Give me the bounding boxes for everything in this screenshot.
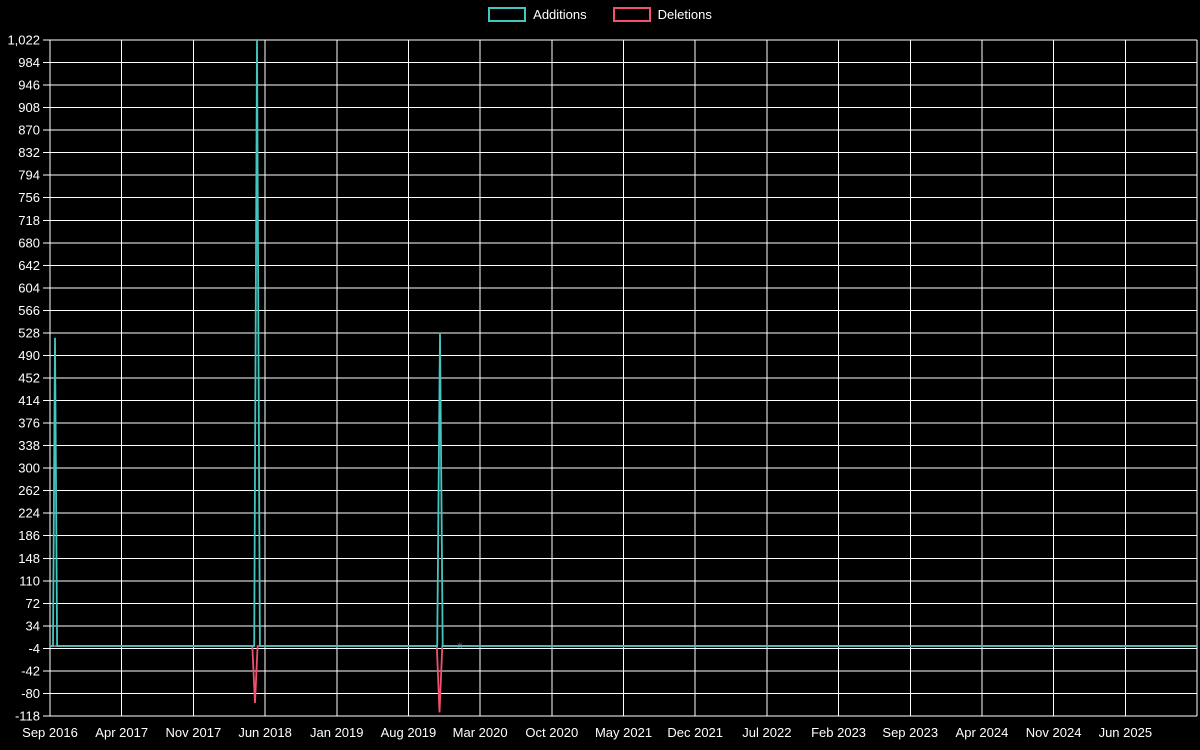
legend-item-additions[interactable]: Additions (488, 7, 587, 22)
y-tick-label: 110 (19, 573, 40, 588)
deletions-swatch (612, 7, 651, 22)
y-tick-label: 1,022 (7, 33, 40, 48)
y-tick-label: 72 (26, 596, 40, 611)
x-tick-label: Nov 2017 (166, 725, 222, 740)
y-tick-label: -42 (21, 663, 40, 678)
y-tick-label: 946 (18, 78, 40, 93)
x-tick-label: Jun 2018 (238, 725, 292, 740)
x-tick-label: Feb 2023 (811, 725, 866, 740)
y-tick-label: 832 (18, 145, 40, 160)
y-tick-label: 870 (18, 123, 40, 138)
additions-swatch (488, 7, 527, 22)
x-tick-label: Jul 2022 (742, 725, 791, 740)
y-tick-label: 186 (18, 528, 40, 543)
x-tick-label: Jan 2019 (310, 725, 364, 740)
x-tick-label: Sep 2023 (882, 725, 938, 740)
y-tick-label: 452 (18, 371, 40, 386)
y-tick-label: 794 (18, 168, 40, 183)
y-tick-label: 604 (18, 280, 40, 295)
y-tick-label: 718 (18, 213, 40, 228)
x-tick-label: Dec 2021 (667, 725, 723, 740)
x-tick-label: Aug 2019 (381, 725, 437, 740)
x-tick-label: Sep 2016 (22, 725, 78, 740)
y-tick-label: -4 (28, 641, 40, 656)
y-tick-label: 756 (18, 190, 40, 205)
additions-legend-label: Additions (533, 7, 587, 22)
chart-legend: Additions Deletions (0, 7, 1200, 22)
y-tick-label: 490 (18, 348, 40, 363)
y-tick-label: 908 (18, 100, 40, 115)
data-point-marker: ✳ (456, 641, 464, 651)
x-tick-label: Nov 2024 (1026, 725, 1082, 740)
x-tick-label: Jun 2025 (1099, 725, 1153, 740)
y-tick-label: 566 (18, 303, 40, 318)
x-tick-label: Mar 2020 (453, 725, 508, 740)
y-tick-label: 224 (18, 506, 40, 521)
y-tick-label: 680 (18, 235, 40, 250)
y-tick-label: 338 (18, 438, 40, 453)
y-tick-label: 376 (18, 416, 40, 431)
y-tick-label: 984 (18, 55, 40, 70)
y-tick-label: 414 (18, 393, 40, 408)
y-tick-label: -80 (21, 686, 40, 701)
x-tick-label: Apr 2024 (956, 725, 1009, 740)
y-tick-label: 34 (26, 618, 40, 633)
y-tick-label: 262 (18, 483, 40, 498)
x-tick-label: May 2021 (595, 725, 652, 740)
y-tick-label: 300 (18, 461, 40, 476)
legend-item-deletions[interactable]: Deletions (612, 7, 712, 22)
series-additions (50, 39, 1197, 647)
deletions-legend-label: Deletions (657, 7, 712, 22)
x-tick-label: Apr 2017 (95, 725, 148, 740)
y-tick-label: 642 (18, 258, 40, 273)
x-tick-label: Oct 2020 (525, 725, 578, 740)
y-tick-label: 148 (18, 551, 40, 566)
y-tick-label: -118 (15, 709, 40, 724)
y-tick-label: 528 (18, 325, 40, 340)
